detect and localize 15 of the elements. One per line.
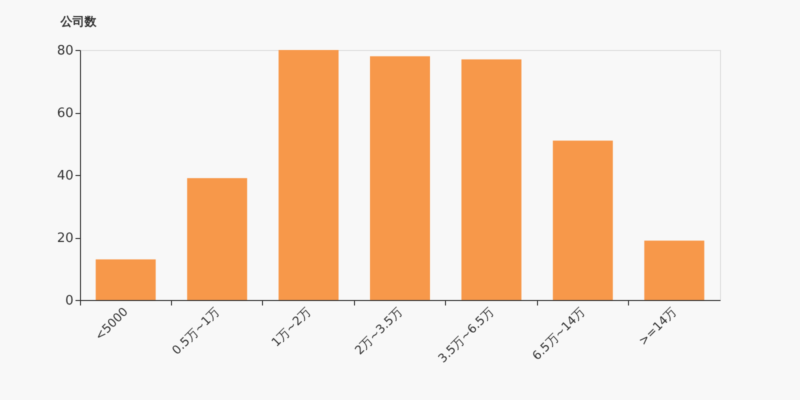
y-tick-label: 60 bbox=[56, 106, 74, 121]
y-axis-title: 公司数 bbox=[60, 14, 98, 28]
x-tick-label: 1万~2万 bbox=[268, 304, 314, 350]
bar bbox=[278, 50, 339, 300]
y-tick-label: 20 bbox=[56, 231, 74, 246]
bar bbox=[187, 178, 248, 300]
bar bbox=[644, 240, 704, 300]
bar bbox=[552, 140, 613, 300]
bar bbox=[461, 59, 522, 300]
x-tick-label: 0.5万~1万 bbox=[169, 304, 222, 358]
y-tick-label: 0 bbox=[65, 294, 74, 308]
bar bbox=[370, 56, 430, 300]
y-tick-label: 40 bbox=[56, 168, 74, 184]
bar bbox=[96, 259, 156, 300]
y-tick-label: 80 bbox=[56, 44, 74, 58]
